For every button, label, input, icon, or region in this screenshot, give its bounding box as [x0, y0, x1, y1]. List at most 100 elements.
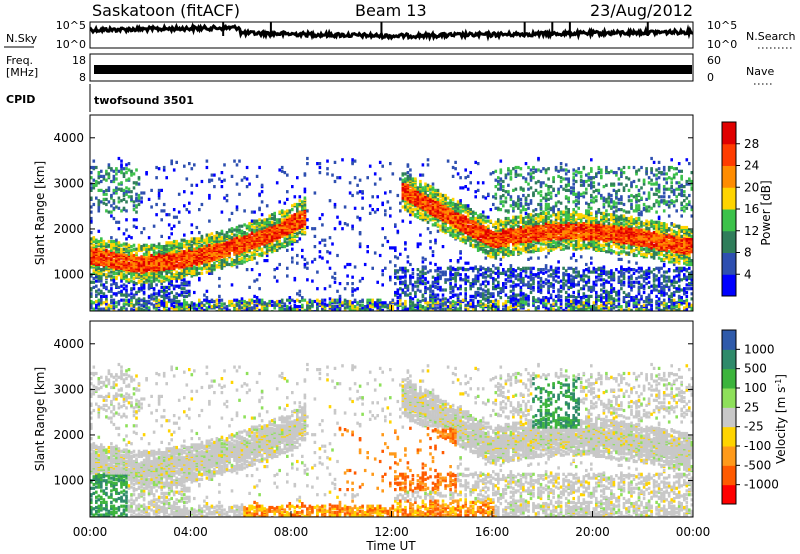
power-cell [112, 305, 116, 309]
power-cell [411, 213, 415, 217]
power-cell [466, 236, 470, 240]
power-cell [421, 163, 425, 167]
power-cell [142, 252, 146, 256]
power-cell [107, 274, 111, 278]
power-cell [399, 298, 402, 302]
power-cell [454, 167, 457, 171]
power-cell [449, 208, 452, 212]
power-cell [137, 279, 141, 283]
power-cell [338, 282, 342, 286]
power-cell [461, 186, 465, 190]
power-cell [100, 188, 103, 192]
power-cell [358, 307, 362, 311]
power-cell [464, 268, 467, 272]
date-title: 23/Aug/2012 [590, 1, 693, 20]
power-cell [434, 238, 437, 242]
power-cell [117, 290, 121, 295]
power-cell [135, 225, 138, 230]
power-cell [122, 242, 126, 246]
power-cell [381, 273, 384, 277]
power-cell [132, 243, 136, 247]
power-cell [135, 168, 138, 172]
power-cell [499, 187, 503, 191]
power-cell [110, 287, 113, 291]
power-cell [414, 284, 417, 288]
power-cell [137, 259, 141, 263]
power-cell [481, 308, 485, 311]
power-cell [258, 252, 261, 256]
power-cell [298, 299, 302, 304]
power-cell [328, 236, 332, 240]
power-cell [107, 200, 111, 204]
power-cell [514, 276, 518, 281]
power-cell [296, 305, 299, 309]
power-cell [421, 188, 425, 192]
power-cell [479, 292, 482, 296]
power-cell [198, 298, 201, 302]
power-cell [245, 232, 249, 236]
power-cell [471, 298, 475, 302]
power-cell [409, 213, 412, 217]
power-cell [351, 160, 354, 164]
power-cell [255, 219, 259, 223]
power-cell [409, 188, 412, 192]
power-cell [243, 256, 246, 260]
power-cell [461, 214, 465, 218]
power-cell [157, 167, 161, 171]
power-cell [177, 299, 181, 304]
power-cell [489, 306, 493, 310]
power-cell [190, 303, 194, 307]
power-cell [481, 214, 485, 218]
power-cell [283, 210, 287, 214]
power-cell [112, 278, 116, 282]
station-title: Saskatoon (fitACF) [92, 1, 240, 20]
power-cell [421, 305, 425, 309]
power-cell [152, 248, 156, 252]
power-cell [404, 247, 407, 251]
power-cell [152, 224, 156, 228]
power-cell [436, 285, 440, 289]
power-cell [286, 209, 289, 213]
power-cell [469, 224, 472, 228]
power-cell [336, 298, 339, 302]
power-cell [95, 306, 98, 310]
power-cell [273, 214, 276, 218]
power-cell [326, 303, 329, 307]
power-cell [125, 237, 128, 241]
power-cell [429, 195, 432, 199]
power-cell [484, 196, 488, 200]
power-cell [456, 307, 460, 311]
power-cell [358, 242, 362, 246]
power-cell [306, 266, 309, 270]
power-cell [504, 173, 508, 177]
power-cell [466, 307, 470, 311]
power-cell [409, 185, 412, 189]
power-cell [132, 204, 136, 208]
power-cell [311, 299, 314, 304]
power-cell [419, 211, 422, 215]
power-cell [353, 308, 357, 311]
power-cell [275, 220, 279, 224]
power-cell [298, 289, 302, 293]
power-cell [235, 182, 239, 186]
power-cell [112, 251, 116, 255]
power-cell [165, 252, 168, 256]
power-cell [487, 296, 490, 300]
power-cell [167, 296, 171, 300]
power-cell [346, 262, 349, 267]
power-cell [451, 293, 455, 297]
power-cell [394, 223, 397, 227]
power-cell [469, 302, 472, 306]
power-cell [429, 261, 432, 265]
power-cell [250, 298, 254, 302]
power-cell [384, 209, 387, 213]
power-cell [479, 287, 482, 291]
power-cell [471, 278, 475, 282]
power-cell [421, 260, 425, 264]
power-cell [323, 238, 327, 242]
power-cell [97, 206, 101, 210]
power-cell [170, 227, 173, 231]
power-cell [97, 307, 101, 311]
power-cell [416, 186, 420, 190]
power-cell [92, 269, 96, 273]
